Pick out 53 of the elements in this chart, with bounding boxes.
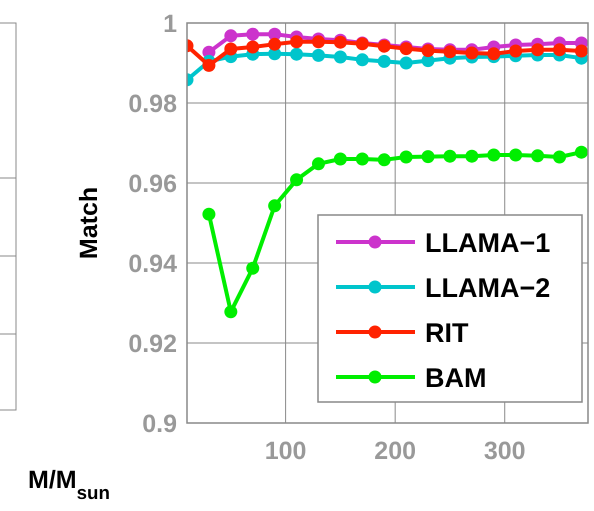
point: [224, 42, 238, 56]
legend-label: LLAMA−1: [425, 228, 550, 258]
point: [487, 148, 500, 162]
point: [202, 58, 216, 72]
point: [290, 35, 304, 48]
x-tick-label: 200: [374, 437, 416, 465]
point: [553, 43, 566, 56]
y-tick-label: 0.94: [128, 250, 178, 278]
point: [224, 305, 238, 318]
legend-label: LLAMA−2: [425, 273, 550, 303]
point: [334, 152, 347, 166]
point: [290, 173, 304, 186]
y-tick-label: 1: [163, 10, 178, 38]
y-axis-title: Match: [75, 186, 103, 260]
y-tick-label: 0.98: [128, 90, 178, 118]
point: [378, 54, 391, 68]
point: [487, 47, 500, 60]
point: [400, 150, 413, 164]
x-tick-label: 100: [264, 437, 306, 465]
point: [246, 28, 260, 41]
point: [312, 35, 325, 48]
point: [356, 53, 369, 66]
point: [224, 29, 238, 42]
point: [509, 148, 522, 162]
point: [334, 50, 347, 64]
point: [312, 48, 325, 62]
point: [509, 44, 522, 58]
point: [246, 40, 260, 54]
point: [574, 146, 588, 159]
point: [531, 43, 544, 56]
point: [378, 153, 391, 166]
point: [202, 208, 216, 221]
y-tick-label: 0.96: [128, 170, 177, 198]
point: [312, 157, 325, 170]
y-tick-label: 0.9: [142, 410, 177, 438]
point: [356, 152, 369, 166]
point: [268, 199, 282, 212]
point: [465, 46, 478, 60]
point: [422, 150, 435, 164]
point: [290, 48, 304, 61]
point: [400, 56, 413, 70]
legend-label: BAM: [425, 363, 486, 393]
x-axis-title: M/M$_{sun}$: [28, 466, 110, 502]
y-tick-label: 0.92: [128, 330, 177, 358]
legend-label: RIT: [425, 318, 469, 348]
point: [574, 44, 588, 58]
point: [465, 150, 478, 163]
point: [268, 38, 282, 51]
point: [246, 262, 260, 275]
point: [531, 149, 544, 162]
x-tick-label: 300: [484, 437, 526, 465]
point: [443, 150, 456, 163]
point: [553, 150, 566, 164]
